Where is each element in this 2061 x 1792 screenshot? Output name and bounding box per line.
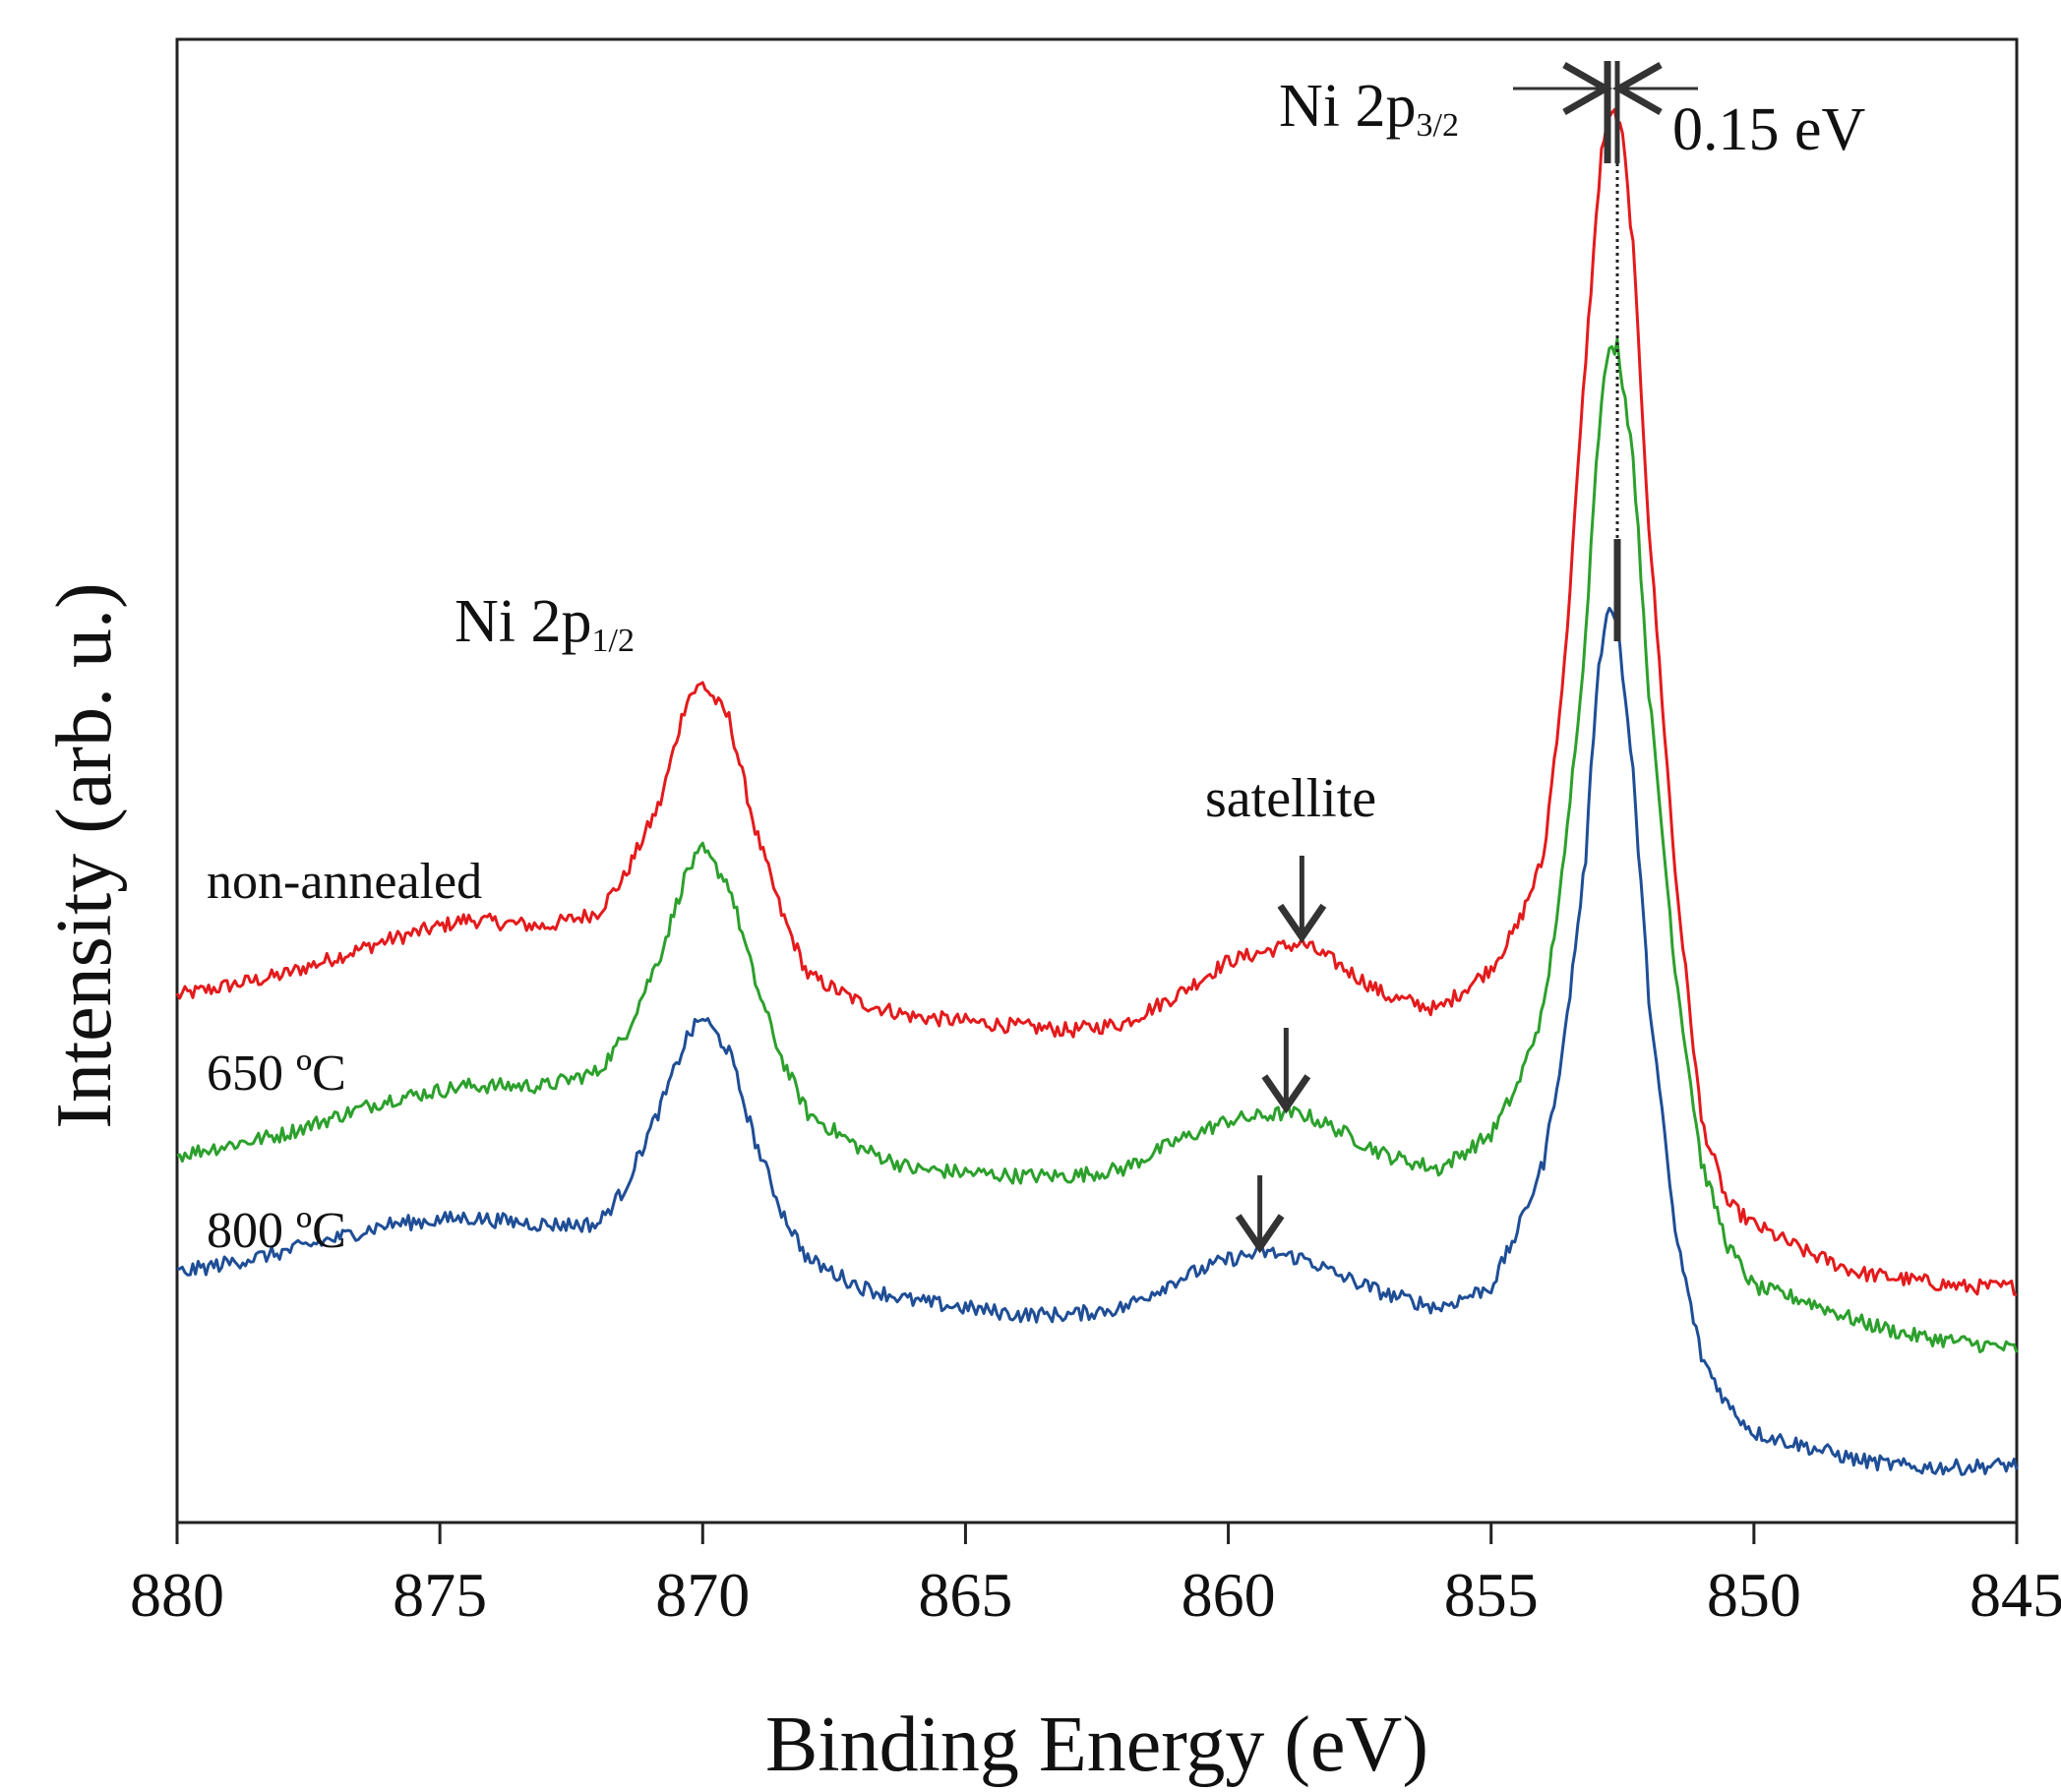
x-axis-ticks: 880 875 870 865 860 855 850 845 [130, 1523, 2061, 1630]
peak-label-2p32: Ni 2p3/2 [1279, 73, 1459, 144]
x-tick-label-865: 865 [918, 1560, 1012, 1630]
satellite-arrow-head-0 [1277, 903, 1327, 943]
peak-label-2p12: Ni 2p1/2 [455, 588, 635, 659]
shift-value-label: 0.15 eV [1672, 96, 1866, 163]
series-label-650: 650 ºC [207, 1045, 346, 1102]
peak-label-2p12-main: Ni 2p [455, 588, 592, 655]
y-axis-title: Intensity (arb. u.) [41, 582, 128, 1128]
series-label-800: 800 ºC [207, 1203, 346, 1259]
x-tick-label-855: 855 [1444, 1560, 1539, 1630]
shift-arrow-right-head [1611, 61, 1663, 116]
x-tick-label-860: 860 [1182, 1560, 1276, 1630]
satellite-arrow-head-1 [1261, 1074, 1311, 1114]
peak-label-2p32-main: Ni 2p [1279, 73, 1417, 140]
x-axis-title: Binding Energy (eV) [765, 1702, 1428, 1788]
x-tick-label-850: 850 [1707, 1560, 1801, 1630]
series-label-non-annealed: non-annealed [207, 854, 482, 910]
x-tick-label-845: 845 [1970, 1560, 2061, 1630]
plot-frame [175, 37, 2019, 1524]
x-tick-label-880: 880 [130, 1560, 224, 1630]
series-line-2 [176, 606, 2019, 1476]
x-tick-label-875: 875 [393, 1560, 487, 1630]
annotation-layer: Ni 2p3/2 0.15 eV Ni 2p1/2 satellite non-… [41, 61, 1866, 1788]
satellite-arrow-head-2 [1235, 1214, 1285, 1254]
peak-label-2p12-sub: 1/2 [592, 623, 635, 659]
series-line-0 [175, 107, 2018, 1296]
satellite-label: satellite [1205, 768, 1376, 829]
satellite-arrows [1235, 856, 1327, 1254]
series-line-1 [176, 337, 2019, 1353]
series-layer [175, 107, 2019, 1476]
shift-arrow-left-head [1562, 61, 1613, 116]
x-tick-label-870: 870 [655, 1560, 750, 1630]
peak-label-2p32-sub: 3/2 [1417, 107, 1459, 144]
